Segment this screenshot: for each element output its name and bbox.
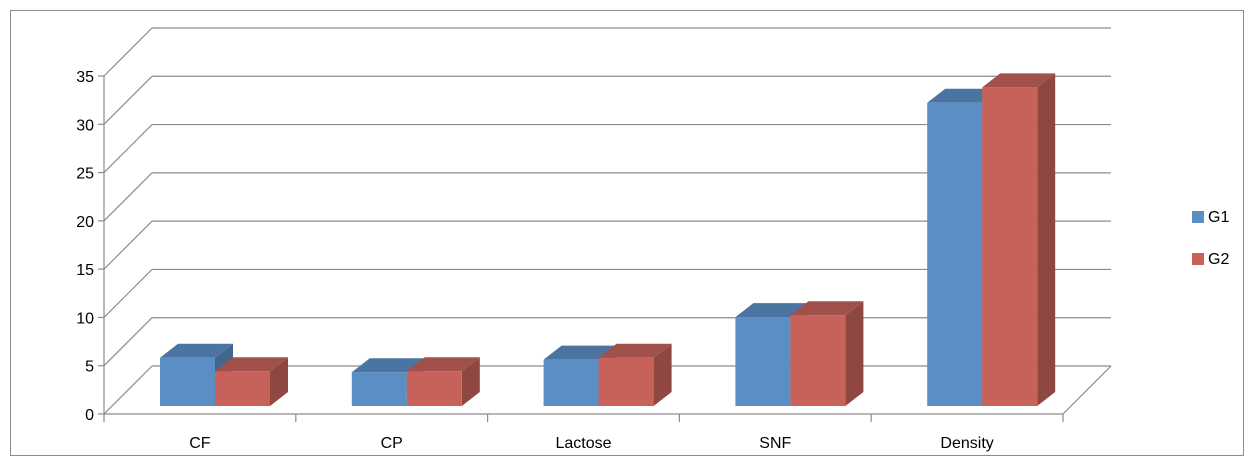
bar-side	[461, 357, 480, 406]
legend-label: G1	[1208, 209, 1229, 226]
x-tick-label: CF	[189, 435, 211, 452]
bar-side	[653, 343, 672, 406]
bar-front	[790, 315, 846, 406]
y-tick-label: 5	[85, 359, 94, 376]
bars	[160, 73, 1056, 407]
y-tick-label: 25	[76, 166, 94, 183]
bar	[406, 357, 480, 406]
bar-front	[543, 359, 599, 406]
bar	[598, 343, 672, 406]
gridline-side	[103, 365, 153, 415]
bar-top	[735, 303, 809, 318]
floor-edge	[1062, 365, 1112, 415]
gridline-side	[103, 124, 153, 173]
gridline-side	[103, 269, 153, 318]
bar-side	[1037, 73, 1056, 407]
x-tick-label: SNF	[759, 435, 791, 452]
legend-label: G2	[1208, 251, 1229, 268]
bar-top	[790, 301, 864, 316]
bar-top	[982, 73, 1056, 88]
bar-front	[160, 357, 215, 406]
bar-side	[270, 357, 288, 406]
y-tick-label: 15	[76, 262, 94, 279]
legend-swatch	[1192, 211, 1204, 223]
bar	[982, 73, 1056, 407]
bar-top	[215, 357, 288, 372]
bar	[790, 301, 864, 406]
bar-top	[406, 357, 480, 372]
bar-top	[351, 358, 425, 373]
bar-top	[543, 345, 617, 360]
bar-top	[927, 88, 1001, 103]
bar-side	[845, 301, 864, 406]
axes: 0 5 10 15 20 25 30 35 CF CP Lactose SNF Density	[76, 69, 1064, 452]
bar-front	[735, 317, 791, 406]
y-tick-label: 10	[76, 310, 94, 327]
gridline-side	[103, 27, 153, 77]
bar	[215, 357, 288, 406]
y-tick-label: 20	[76, 214, 94, 231]
bar-top	[160, 343, 233, 358]
bar-front	[406, 371, 462, 406]
gridline-side	[103, 172, 153, 222]
bar-front	[982, 87, 1038, 407]
bar-front	[351, 372, 407, 406]
x-tick-label: Lactose	[555, 435, 611, 452]
legend: G1 G2	[1192, 209, 1229, 268]
x-tick-label: Density	[940, 435, 993, 452]
bar-top	[598, 343, 672, 358]
bar-front	[215, 371, 270, 406]
y-tick-label: 30	[76, 117, 94, 134]
gridline-side	[103, 75, 153, 125]
bar-front	[927, 102, 983, 406]
gridline-side	[103, 317, 153, 367]
bar-front	[598, 357, 654, 406]
y-tick-label: 0	[85, 407, 94, 424]
y-tick-label: 35	[76, 69, 94, 86]
x-tick-label: CP	[381, 435, 403, 452]
gridline-side	[103, 220, 153, 270]
legend-swatch	[1192, 253, 1204, 265]
